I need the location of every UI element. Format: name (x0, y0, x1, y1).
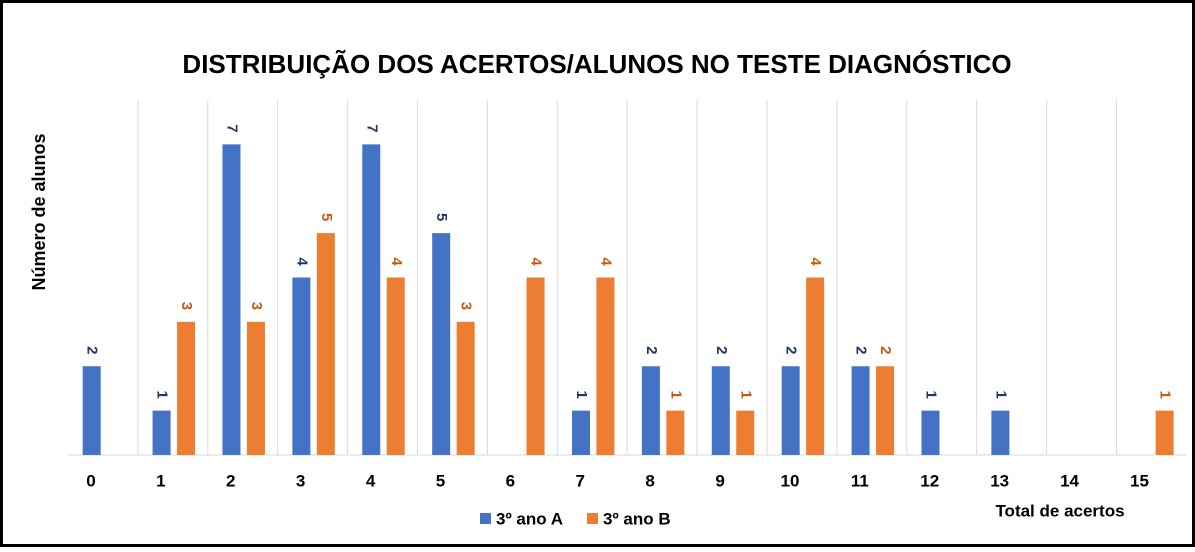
x-tick-label: 9 (715, 471, 724, 490)
data-label: 1 (1157, 390, 1174, 398)
data-label: 2 (853, 346, 870, 354)
data-label: 3 (248, 302, 265, 310)
bar (526, 277, 545, 455)
data-label: 1 (992, 390, 1009, 398)
data-label: 5 (433, 213, 450, 221)
data-label: 2 (84, 346, 101, 354)
data-label: 7 (363, 124, 380, 132)
data-label: 2 (713, 346, 730, 354)
data-label: 2 (877, 346, 894, 354)
x-tick-label: 8 (645, 471, 654, 490)
x-tick-label: 4 (366, 471, 376, 490)
bar (876, 366, 895, 455)
data-label: 1 (573, 390, 590, 398)
data-label: 1 (667, 390, 684, 398)
bar (292, 277, 311, 455)
x-axis-label: Total de acertos (995, 501, 1124, 520)
bar (571, 410, 590, 455)
bar (362, 144, 381, 455)
bar (246, 321, 265, 455)
data-label: 1 (923, 390, 940, 398)
data-label: 4 (597, 257, 614, 266)
data-label: 3 (458, 302, 475, 310)
bar (851, 366, 870, 455)
data-label: 1 (737, 390, 754, 398)
bar (736, 410, 755, 455)
data-label: 4 (528, 257, 545, 266)
data-label: 4 (807, 257, 824, 266)
legend-label: 3º ano B (603, 509, 671, 528)
data-label: 2 (783, 346, 800, 354)
data-label: 4 (388, 257, 405, 266)
x-tick-label: 15 (1130, 471, 1149, 490)
x-tick-label: 0 (86, 471, 95, 490)
x-tick-label: 5 (436, 471, 445, 490)
data-label: 5 (318, 213, 335, 221)
x-tick-label: 12 (920, 471, 939, 490)
x-tick-label: 10 (780, 471, 799, 490)
bar (177, 321, 196, 455)
x-tick-label: 1 (156, 471, 165, 490)
bar (991, 410, 1010, 455)
x-tick-label: 7 (576, 471, 585, 490)
bar (921, 410, 940, 455)
bar (386, 277, 405, 455)
bar (596, 277, 615, 455)
data-label: 1 (154, 390, 171, 398)
data-label: 2 (643, 346, 660, 354)
x-tick-label: 3 (296, 471, 305, 490)
legend-swatch (480, 513, 491, 524)
bar (781, 366, 800, 455)
bar (1155, 410, 1174, 455)
data-label: 7 (224, 124, 241, 132)
x-tick-label: 11 (851, 471, 869, 490)
bar (432, 233, 451, 455)
chart-title: DISTRIBUIÇÃO DOS ACERTOS/ALUNOS NO TESTE… (182, 49, 1011, 79)
x-tick-label: 2 (226, 471, 235, 490)
bar (456, 321, 475, 455)
bar (711, 366, 730, 455)
x-tick-label: 13 (990, 471, 1009, 490)
bar (641, 366, 660, 455)
y-axis-label: Número de alunos (29, 133, 49, 290)
bar (806, 277, 825, 455)
x-tick-label: 14 (1060, 471, 1079, 490)
bar (316, 233, 335, 455)
x-tick-label: 6 (506, 471, 515, 490)
data-label: 4 (293, 257, 310, 266)
bar (152, 410, 171, 455)
legend-label: 3º ano A (496, 509, 563, 528)
data-label: 3 (178, 302, 195, 310)
legend-swatch (586, 513, 598, 524)
bar (666, 410, 685, 455)
bar (82, 366, 101, 455)
bar (222, 144, 241, 455)
